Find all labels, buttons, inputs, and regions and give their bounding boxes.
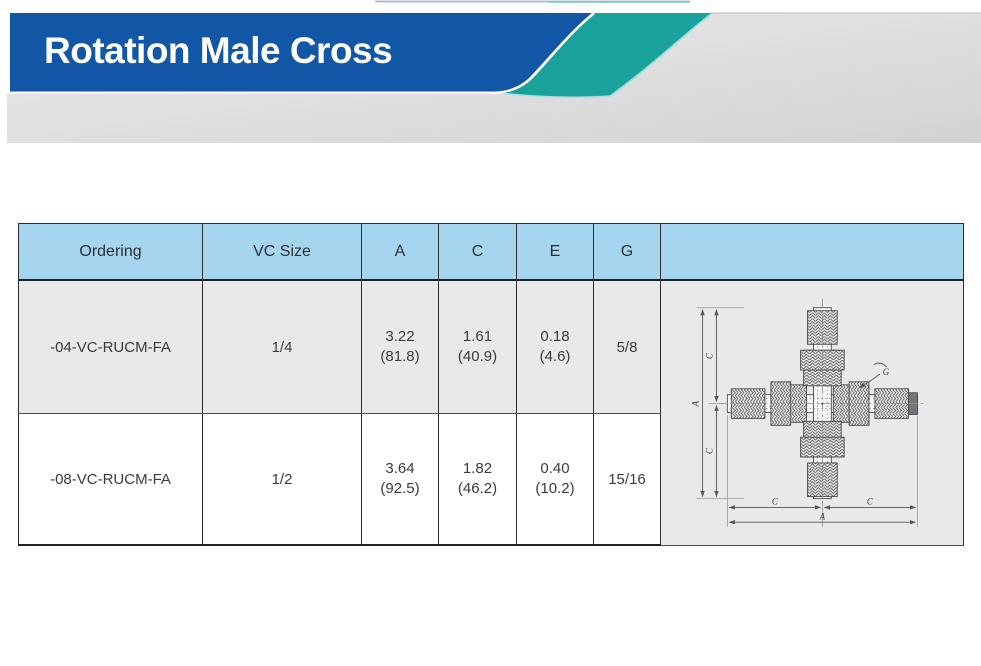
value-inches: 0.18 [540, 328, 570, 345]
dim-label-g: G [883, 367, 890, 377]
cross-fitting-drawing: A C C C C A G [691, 299, 927, 528]
cell-ordering: -08-VC-RUCM-FA [18, 413, 203, 546]
value-mm: (4.6) [539, 348, 571, 365]
cell-g: 15/16 [593, 413, 661, 546]
center-point [821, 402, 824, 405]
dim-label-c-upper: C [704, 352, 714, 359]
technical-drawing-cell: A C C C C A G [660, 279, 964, 546]
cell-vc-size: 1/2 [202, 413, 362, 546]
dim-label-a-bottom: A [819, 512, 826, 522]
cell-ordering: -04-VC-RUCM-FA [18, 279, 203, 414]
value-mm: (10.2) [535, 480, 575, 497]
col-header-ordering: Ordering [18, 223, 203, 281]
col-header-e: E [516, 223, 594, 281]
cell-g: 5/8 [593, 279, 661, 414]
col-header-drawing [660, 223, 964, 281]
value-inches: 3.22 [385, 328, 415, 345]
cell-e: 0.40 (10.2) [516, 413, 594, 546]
table-row: -08-VC-RUCM-FA 1/2 3.64 (92.5) 1.82 (46.… [18, 413, 964, 546]
value-inches: 0.40 [540, 460, 570, 477]
col-header-g: G [593, 223, 661, 281]
value-mm: (40.9) [457, 348, 498, 365]
value-mm: (46.2) [457, 480, 498, 497]
value-inches: 3.64 [385, 460, 415, 477]
value-inches: 1.82 [462, 460, 493, 477]
cell-a: 3.64 (92.5) [361, 413, 439, 546]
cell-a: 3.22 (81.8) [361, 279, 439, 414]
page-title: Rotation Male Cross [44, 30, 393, 71]
banner-swoosh-graphic [7, 0, 981, 143]
header-banner: Rotation Male Cross [0, 0, 981, 150]
value-mm: (81.8) [380, 348, 420, 365]
cell-vc-size: 1/4 [202, 279, 362, 414]
col-header-c: C [438, 223, 517, 281]
col-header-vc-size: VC Size [202, 223, 362, 281]
dimension-lines [700, 309, 917, 525]
value-mm: (92.5) [380, 480, 420, 497]
dim-label-c-lower: C [704, 447, 714, 454]
g-leader-line [858, 373, 881, 389]
table-header-row: Ordering VC Size A C E G [18, 223, 964, 281]
cell-c: 1.82 (46.2) [438, 413, 517, 546]
dim-label-a-left: A [691, 401, 701, 408]
extension-lines [696, 307, 918, 528]
spec-table: Ordering VC Size A C E G -04-VC-RUCM-FA … [18, 223, 964, 546]
value-inches: 1.61 [462, 328, 493, 345]
dim-label-c-bottom-right: C [867, 497, 874, 507]
cell-c: 1.61 (40.9) [438, 279, 517, 414]
cell-e: 0.18 (4.6) [516, 279, 594, 414]
table-row: -04-VC-RUCM-FA 1/4 3.22 (81.8) 1.61 (40.… [18, 279, 964, 546]
col-header-a: A [361, 223, 439, 281]
dim-label-c-bottom-left: C [772, 497, 779, 507]
